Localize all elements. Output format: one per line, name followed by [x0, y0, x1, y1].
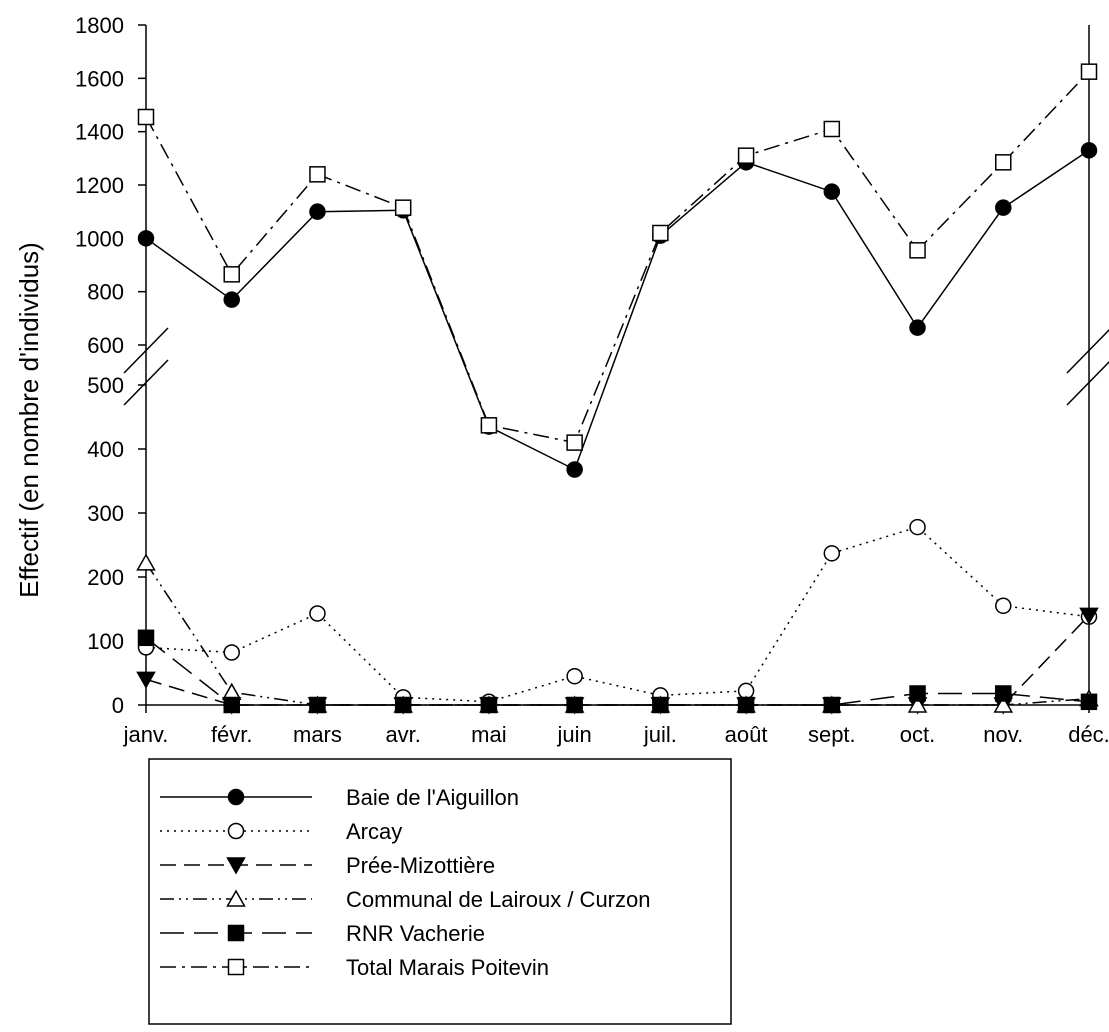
- data-point-series-5: [652, 224, 669, 242]
- series-line-5: [145, 71, 1090, 444]
- legend-label: Arcay: [346, 819, 402, 844]
- data-point-series-0: [995, 199, 1012, 216]
- data-point-series-2: [136, 671, 156, 689]
- legend-label: Communal de Lairoux / Curzon: [346, 887, 650, 912]
- series-line-2: [145, 614, 1090, 706]
- data-point-series-3: [993, 695, 1014, 713]
- x-tick-label: févr.: [211, 722, 253, 747]
- right-axis-break-mark: [1066, 328, 1109, 374]
- x-tick-label: sept.: [808, 722, 856, 747]
- data-point-series-5: [995, 154, 1012, 171]
- data-point-series-0: [1080, 142, 1098, 159]
- series-line-0: [145, 149, 1090, 471]
- series-line-1: [145, 526, 1090, 703]
- legend-label: Prée-Mizottière: [346, 853, 495, 878]
- x-tick-label: oct.: [900, 722, 935, 747]
- data-point-series-5: [394, 199, 412, 216]
- data-point-series-5: [137, 108, 155, 126]
- y-tick-label: 1600: [75, 66, 124, 91]
- legend: Baie de l'Aiguillon Arcay Prée-Mizottière C…: [148, 758, 732, 1025]
- left-axis-break-mark: [123, 327, 169, 374]
- y-tick-label: 1200: [75, 173, 124, 198]
- legend-marker: [226, 857, 246, 875]
- legend-box: [148, 758, 732, 1025]
- data-point-series-4: [737, 696, 755, 714]
- data-point-series-0: [566, 461, 583, 478]
- data-point-series-0: [137, 230, 155, 247]
- data-point-series-5: [737, 147, 755, 164]
- series-markers: [136, 63, 1099, 715]
- y-tick-label: 400: [87, 437, 124, 462]
- series-lines: [145, 71, 1090, 706]
- data-point-series-4: [652, 696, 669, 714]
- legend-marker: [227, 924, 245, 942]
- data-point-series-1: [309, 605, 326, 622]
- data-point-series-4: [137, 629, 155, 647]
- data-point-series-1: [909, 518, 926, 536]
- data-point-series-4: [995, 685, 1012, 702]
- legend-label: Total Marais Poitevin: [346, 955, 549, 980]
- data-point-series-2: [1079, 607, 1099, 625]
- y-tick-label: 1400: [75, 120, 124, 145]
- x-tick-label: mai: [471, 722, 506, 747]
- data-point-series-0: [223, 291, 240, 308]
- data-point-series-4: [823, 696, 841, 714]
- x-tick-label: déc.: [1068, 722, 1109, 747]
- y-tick-label: 600: [87, 333, 124, 358]
- data-point-series-5: [309, 166, 326, 183]
- data-point-series-5: [823, 120, 841, 138]
- data-point-series-1: [995, 597, 1012, 615]
- y-tick-label: 200: [87, 565, 124, 590]
- x-tick-label: juin: [557, 722, 592, 747]
- data-point-series-4: [480, 696, 498, 714]
- x-tick-label: nov.: [983, 722, 1023, 747]
- data-point-series-4: [394, 696, 412, 714]
- data-point-series-1: [823, 545, 841, 562]
- x-tick-label: mars: [293, 722, 342, 747]
- legend-marker: [227, 788, 245, 806]
- y-tick-label: 800: [87, 280, 124, 305]
- y-tick-label: 500: [87, 373, 124, 398]
- data-point-series-3: [136, 553, 156, 571]
- y-tick-label: 300: [87, 501, 124, 526]
- data-point-series-5: [480, 417, 498, 434]
- plot-frame: [123, 25, 1109, 706]
- data-point-series-1: [566, 667, 583, 685]
- x-tick-label: juil.: [643, 722, 677, 747]
- x-axis-ticks: janv. févr. mars avr. mai juin juil. août sept. o…: [123, 705, 1109, 747]
- data-point-series-4: [1080, 693, 1098, 711]
- series-line-4: [145, 637, 1090, 706]
- y-tick-label: 1800: [75, 13, 124, 38]
- data-point-series-0: [309, 203, 326, 220]
- y-axis-ticks: 0 100 200 300 400 500 600 800 1000 1200 1400 1600 18…: [75, 13, 146, 718]
- left-axis-break-mark: [123, 359, 169, 406]
- data-point-series-3: [907, 695, 928, 713]
- data-point-series-1: [223, 644, 240, 661]
- data-point-series-4: [309, 696, 326, 714]
- x-tick-label: août: [725, 722, 768, 747]
- x-tick-label: avr.: [385, 722, 420, 747]
- right-axis-break-mark: [1066, 360, 1109, 406]
- data-point-series-0: [909, 319, 926, 336]
- legend-marker: [226, 889, 246, 907]
- legend-label: RNR Vacherie: [346, 921, 485, 946]
- data-point-series-0: [823, 183, 841, 200]
- data-point-series-4: [909, 685, 926, 702]
- legend-label: Baie de l'Aiguillon: [346, 785, 519, 810]
- y-axis-title: Effectif (en nombre d'individus): [14, 242, 44, 598]
- data-point-series-5: [1080, 63, 1098, 80]
- y-tick-label: 100: [87, 629, 124, 654]
- data-point-series-4: [223, 696, 240, 714]
- y-tick-label: 0: [112, 693, 124, 718]
- data-point-series-5: [223, 266, 240, 283]
- y-tick-label: 1000: [75, 226, 124, 251]
- data-point-series-5: [909, 242, 926, 259]
- legend-marker: [227, 822, 245, 840]
- x-tick-label: janv.: [123, 722, 169, 747]
- series-line-3: [145, 562, 1090, 706]
- data-point-series-5: [566, 434, 583, 451]
- data-point-series-4: [566, 696, 583, 714]
- legend-marker: [227, 958, 245, 976]
